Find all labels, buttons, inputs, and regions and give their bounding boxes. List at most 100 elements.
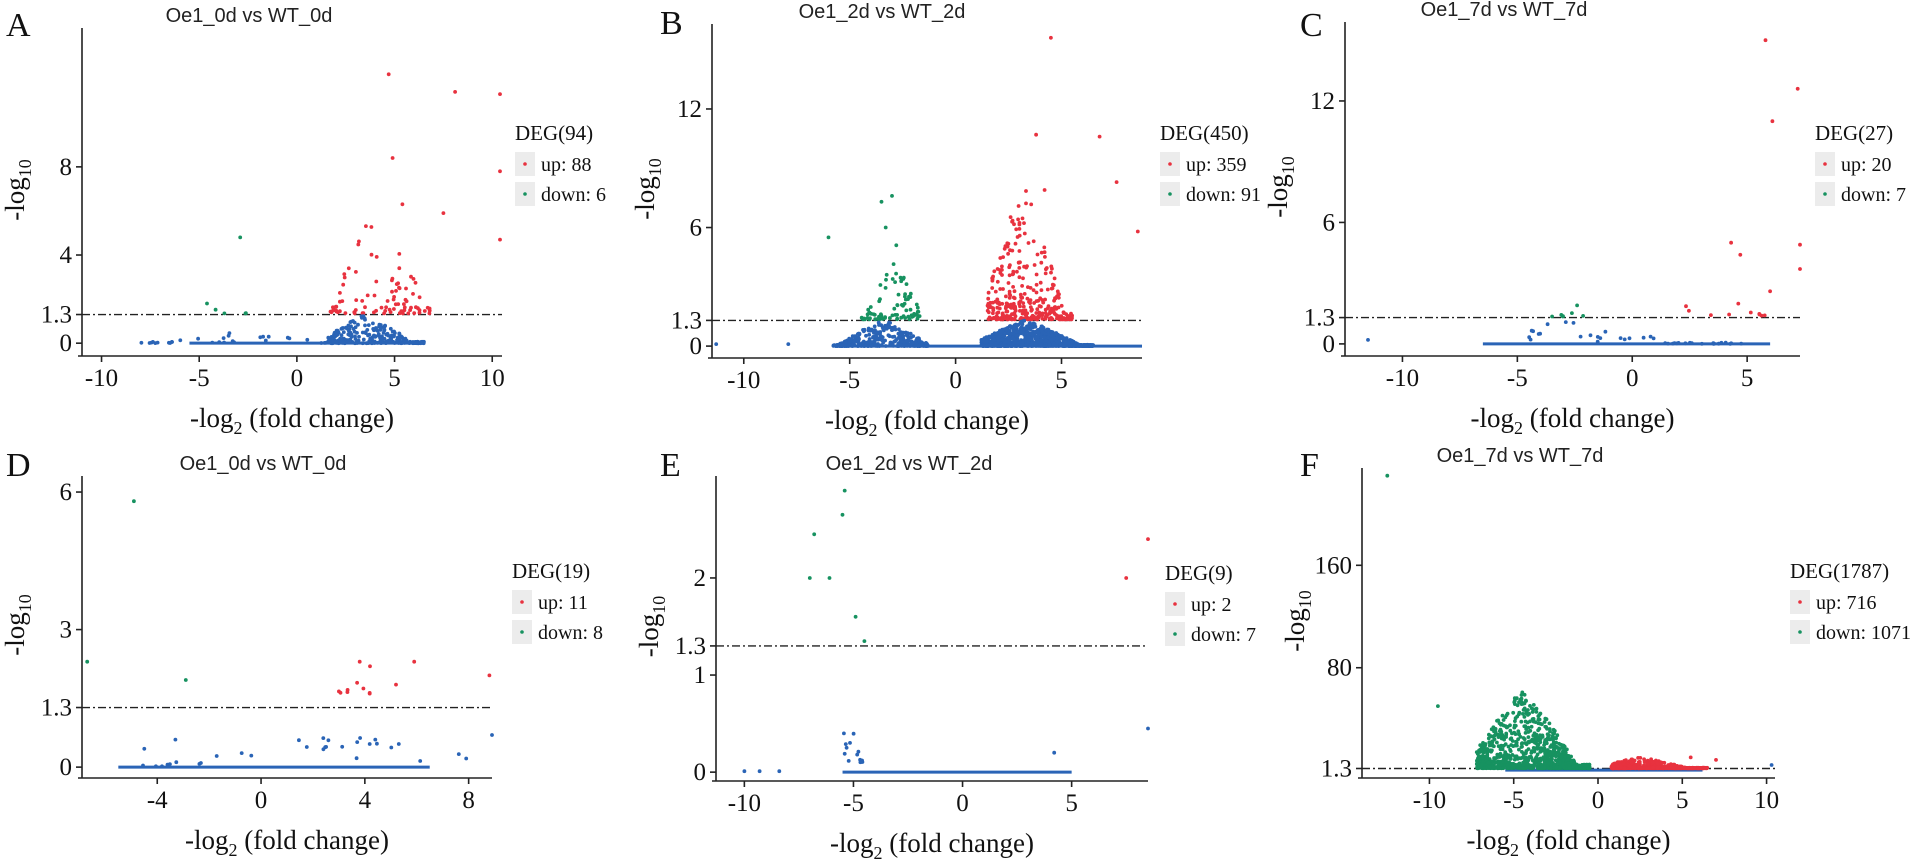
data-point-ns (324, 745, 328, 749)
data-point-ns (297, 738, 301, 743)
data-point-ns (1663, 341, 1668, 345)
data-point-up (1666, 766, 1671, 771)
data-point-down (1511, 764, 1516, 769)
data-point-ns (378, 326, 383, 331)
data-point-up (1049, 264, 1054, 269)
data-point-ns (328, 337, 332, 341)
data-point-ns (357, 334, 361, 339)
data-point-ns (1666, 341, 1670, 346)
data-point-up (1002, 246, 1007, 251)
data-point-ns (890, 335, 895, 339)
data-point-ns (332, 330, 337, 335)
data-point-ns (339, 333, 344, 338)
x-tick-label: -10 (727, 367, 760, 394)
data-point-up (1040, 298, 1045, 302)
data-point-ns (988, 340, 993, 344)
data-point-ns (1046, 335, 1050, 340)
data-point-up (1729, 240, 1733, 245)
data-point-down (1556, 749, 1561, 754)
data-point-ns (878, 330, 883, 334)
data-point-down (1524, 698, 1528, 703)
data-point-up (369, 252, 374, 257)
data-point-ns (847, 336, 852, 341)
data-point-ns (1007, 328, 1012, 333)
data-point-up (1016, 260, 1021, 265)
data-point-ns (856, 338, 861, 343)
data-point-down (1479, 763, 1483, 768)
data-point-ns (490, 733, 494, 737)
legend-down-marker (523, 192, 527, 196)
data-point-up (391, 297, 396, 302)
data-point-up (1757, 312, 1762, 316)
data-point-ns (1618, 336, 1623, 340)
data-point-up (1012, 222, 1016, 227)
data-point-up (1636, 756, 1640, 760)
y-tick-label: 0 (694, 759, 707, 786)
data-point-ns (1563, 320, 1568, 324)
data-point-up (1024, 201, 1028, 206)
data-point-ns (456, 752, 461, 756)
data-point-down (1512, 725, 1517, 730)
data-point-ns (1009, 342, 1014, 347)
panel-letter: C (1300, 7, 1323, 44)
data-point-down (1522, 706, 1527, 711)
data-point-down (1569, 759, 1574, 764)
data-point-up (1006, 241, 1011, 246)
y-tick-label: 6 (60, 479, 73, 506)
data-point-down (1533, 763, 1537, 767)
data-point-ns (861, 339, 866, 344)
data-point-up (1032, 263, 1037, 267)
data-point-up (1043, 307, 1048, 312)
data-point-up (1770, 119, 1775, 124)
data-point-down (1495, 718, 1499, 723)
data-point-up (1019, 295, 1023, 300)
x-tick-label: 0 (255, 787, 268, 814)
data-point-up (333, 304, 338, 309)
data-point-down (1581, 314, 1585, 318)
data-point-down (868, 305, 873, 309)
data-point-up (1039, 288, 1044, 292)
data-point-up (996, 310, 1001, 315)
data-point-ns (382, 327, 387, 332)
data-point-down (1547, 721, 1552, 726)
data-point-down (1523, 761, 1527, 766)
data-point-ns (862, 343, 867, 348)
data-point-up (1013, 307, 1018, 311)
data-point-down (1508, 747, 1512, 752)
data-point-down (1501, 743, 1506, 748)
data-point-ns (880, 338, 885, 343)
data-point-ns (1057, 339, 1061, 344)
data-point-up (1009, 317, 1014, 322)
data-point-ns (873, 344, 878, 348)
data-point-down (1542, 765, 1547, 770)
data-point-up (1714, 758, 1718, 762)
data-point-down (1504, 759, 1508, 764)
data-point-down (1496, 732, 1500, 737)
data-point-up (1637, 760, 1642, 764)
data-point-down (1514, 739, 1518, 744)
data-point-down (1575, 765, 1579, 770)
data-point-up (1025, 315, 1029, 320)
data-point-down (1561, 758, 1565, 763)
x-tick-label: 10 (480, 365, 505, 392)
data-point-up (1645, 762, 1650, 766)
data-point-down (916, 314, 920, 318)
data-point-ns (851, 731, 856, 736)
data-point-up (1692, 766, 1696, 770)
data-point-up (328, 309, 333, 314)
data-point-up (1651, 765, 1656, 770)
data-point-up (417, 308, 422, 312)
legend-up-marker (1823, 162, 1827, 166)
data-point-up (1065, 317, 1069, 322)
x-tick-label: -10 (728, 790, 761, 817)
data-point-up (345, 690, 350, 694)
data-point-ns (1033, 342, 1038, 346)
data-point-up (374, 255, 379, 259)
data-point-up (403, 297, 408, 302)
data-point-down (1497, 755, 1502, 759)
y-tick-label: 1.3 (675, 633, 706, 660)
data-point-down (1529, 724, 1534, 729)
data-point-up (991, 311, 995, 316)
data-point-down (1519, 702, 1524, 706)
data-point-up (453, 90, 457, 94)
